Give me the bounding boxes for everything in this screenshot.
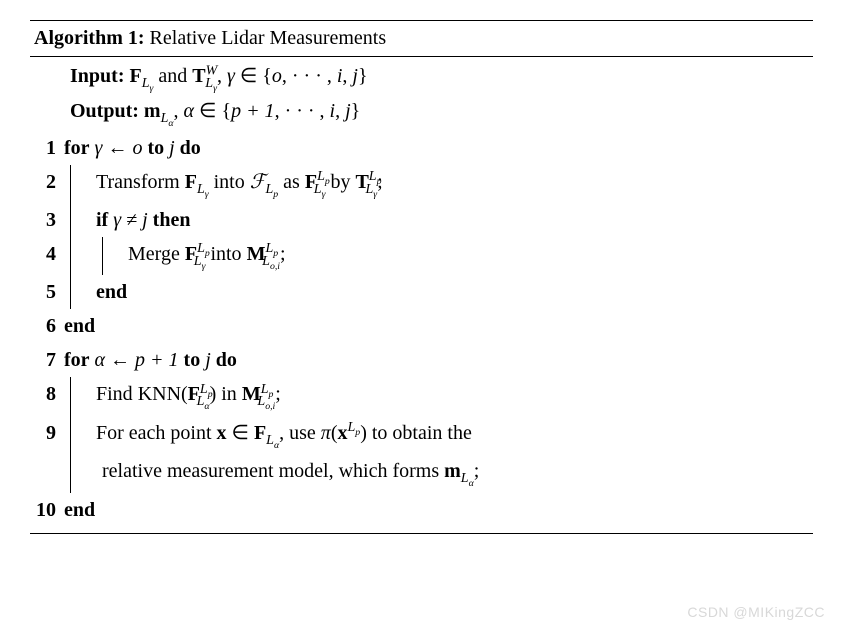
- line-content: if γ ≠ j then: [94, 203, 813, 237]
- line-content: end: [62, 493, 813, 527]
- algo-line: 8 Find KNN(FLpLα) in MLpLo,i;: [30, 377, 813, 415]
- watermark: CSDN @MIKingZCC: [687, 604, 825, 620]
- line-number: 9: [30, 416, 62, 450]
- algo-line: 1 for γ ← o to j do: [30, 131, 813, 165]
- line-number: 3: [30, 203, 62, 237]
- algorithm-label: Algorithm 1:: [34, 27, 145, 49]
- algo-line: 6 end: [30, 309, 813, 343]
- line-content: end: [94, 275, 813, 309]
- line-content: Find KNN(FLpLα) in MLpLo,i;: [94, 377, 813, 415]
- line-number: 5: [30, 275, 62, 309]
- output-label: Output:: [70, 100, 139, 122]
- line-content: For each point x ∈ FLα, use π(xLp) to ob…: [94, 416, 813, 454]
- algo-line-continuation: relative measurement model, which forms …: [30, 454, 813, 492]
- algo-line: 7 for α ← p + 1 to j do: [30, 343, 813, 377]
- algorithm-title: Relative Lidar Measurements: [150, 27, 387, 49]
- line-content: relative measurement model, which forms …: [94, 454, 813, 492]
- line-content: for α ← p + 1 to j do: [62, 343, 813, 377]
- input-line: Input: FLγ and TWLγ, γ ∈ {o, · · · , i, …: [30, 61, 813, 96]
- line-number: 6: [30, 309, 62, 343]
- algo-line: 10 end: [30, 493, 813, 527]
- line-number: 10: [30, 493, 62, 527]
- rule-bottom: [30, 533, 813, 534]
- line-content: end: [62, 309, 813, 343]
- algo-line: 5 end: [30, 275, 813, 309]
- algo-line: 9 For each point x ∈ FLα, use π(xLp) to …: [30, 416, 813, 454]
- line-number: 4: [30, 237, 62, 271]
- input-label: Input:: [70, 65, 124, 87]
- algorithm-block: Algorithm 1: Relative Lidar Measurements…: [30, 20, 813, 534]
- line-number: 8: [30, 377, 62, 411]
- output-line: Output: mLα, α ∈ {p + 1, · · · , i, j}: [30, 96, 813, 131]
- output-expr: mLα, α ∈ {p + 1, · · · , i, j}: [144, 100, 360, 122]
- algo-line: 4 Merge FLpLγ into MLpLo,i;: [30, 237, 813, 275]
- algo-line: 2 Transform FLγ into ℱLp as FLpLγ by TLp…: [30, 165, 813, 203]
- line-number: 7: [30, 343, 62, 377]
- line-content: Transform FLγ into ℱLp as FLpLγ by TLpLγ…: [94, 165, 813, 203]
- line-content: for γ ← o to j do: [62, 131, 813, 165]
- algo-line: 3 if γ ≠ j then: [30, 203, 813, 237]
- line-number: 2: [30, 165, 62, 199]
- line-content: Merge FLpLγ into MLpLo,i;: [126, 237, 813, 275]
- algorithm-body: Input: FLγ and TWLγ, γ ∈ {o, · · · , i, …: [30, 57, 813, 533]
- input-expr: FLγ and TWLγ, γ ∈ {o, · · · , i, j}: [129, 65, 367, 87]
- line-number: 1: [30, 131, 62, 165]
- algorithm-header: Algorithm 1: Relative Lidar Measurements: [30, 21, 813, 56]
